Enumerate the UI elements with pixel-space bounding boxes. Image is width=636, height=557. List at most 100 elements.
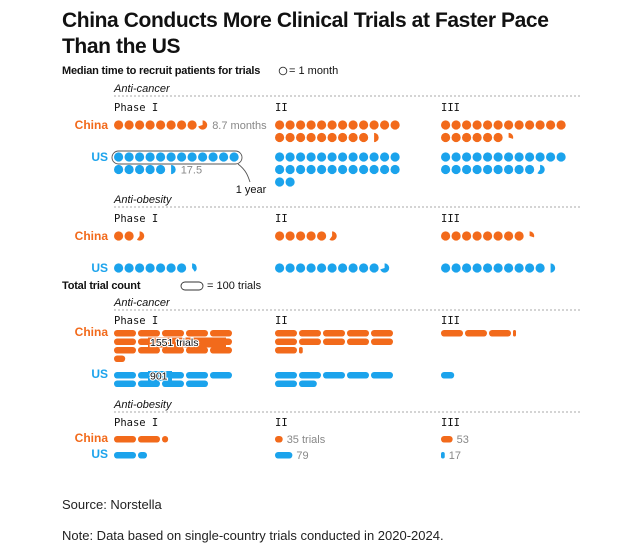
china-anti-cancer-iii-dot [535,120,545,130]
us-anti-obesity-ii-dot [338,263,348,273]
china-anti-cancer-iii-pill [441,330,463,337]
us-anti-cancer-ii-pill [299,372,321,379]
china-anti-obesity-iii-dot [441,231,451,241]
china-anti-obesity-iii-dot [504,231,514,241]
china-anti-cancer-iii-dot [483,120,493,130]
china-anti-obesity-iii-dot [451,231,461,241]
china-anti-cancer-ii-dot [327,132,337,143]
us-anti-cancer-phase-i-dot [229,152,239,162]
china-anti-cancer-phase-i-pill [138,330,160,337]
china-anti-cancer-phase-i-pill [162,330,184,337]
series-label-us: US [91,367,108,381]
us-anti-obesity-phase-i-dot [135,263,145,273]
us-anti-cancer-iii-dot [483,152,493,162]
section-title-recruitment: Median time to recruit patients for tria… [62,65,260,77]
us-anti-cancer-iii-pill [441,372,455,379]
us-anti-cancer-phase-i-pill [162,380,184,387]
phase-label-ii: II [275,417,288,429]
china-anti-cancer-phase-i-pill [186,330,208,337]
china-anti-obesity-iii-dot [529,231,535,238]
china-anti-cancer-ii-dot [338,132,348,143]
china-anti-cancer-ii-dot [359,132,369,143]
us-anti-cancer-iii-dot [514,152,524,162]
china-anti-cancer-ii-dot [369,120,379,130]
us-anti-cancer-ii-pill [275,372,297,379]
us-anti-cancer-iii-dot [451,164,461,175]
china-anti-obesity-iii-dot [514,231,524,241]
us-anti-cancer-phase-i-dot [198,152,208,162]
china-anti-cancer-ii-pill [371,330,393,337]
china-anti-cancer-ii-pill [275,330,297,337]
china-anti-cancer-iii-dot [472,120,482,130]
us-anti-obesity-phase-i-dot [156,263,166,273]
china-anti-cancer-ii-pill [347,338,369,345]
phase-label-iii: III [441,417,460,429]
series-label-china: China [75,325,109,339]
us-anti-cancer-phase-i-dot [219,152,229,162]
china-anti-cancer-ii-dot [348,132,358,143]
us-anti-obesity-ii-dot [306,263,316,273]
us-anti-cancer-iii-dot [472,152,482,162]
us-anti-cancer-ii-pill [323,372,345,379]
china-anti-cancer-iii-dot [508,132,514,139]
page-title: China Conducts More Clinical Trials at F… [62,9,549,58]
china-anti-cancer-phase-i-pill [162,347,184,354]
us-anti-cancer-iii-dot [514,164,524,175]
china-anti-obesity-ii-dot [275,231,285,241]
us-anti-cancer-ii-dot [275,177,285,187]
us-anti-cancer-ii-dot [317,152,327,162]
china-anti-cancer-ii-dot [348,120,358,130]
us-anti-cancer-phase-i-pill [210,372,232,379]
china-anti-cancer-ii-dot [285,120,295,130]
group-label-anti-cancer: Anti-cancer [113,83,171,95]
china-anti-cancer-iii-dot [451,120,461,130]
us-anti-obesity-ii-pill [275,452,293,459]
phase-label-phase-i: Phase I [114,102,158,114]
series-label-china: China [75,431,109,445]
us-anti-cancer-ii-dot [285,152,295,162]
china-anti-obesity-iii-pill [441,436,453,443]
us-anti-obesity-ii-dot [285,263,295,273]
us-anti-cancer-phase-i-pill [186,380,208,387]
us-anti-cancer-iii-dot [472,164,482,175]
annotation-china-months: 8.7 months [212,120,267,132]
us-anti-cancer-ii-dot [380,164,390,175]
data-label-us-anti-cancer: 901 [150,371,168,383]
us-anti-cancer-phase-i-dot [114,164,124,175]
china-anti-cancer-iii-pill [513,330,516,337]
us-anti-cancer-iii-dot [462,164,472,175]
china-anti-obesity-iii-dot [493,231,503,241]
us-anti-obesity-ii-dot [275,263,285,273]
us-anti-obesity-ii-dot [348,263,358,273]
one-year-connector [237,163,251,183]
us-anti-cancer-ii-dot [296,152,306,162]
us-anti-cancer-ii-dot [338,152,348,162]
us-anti-cancer-iii-dot [546,152,556,162]
group-label-anti-obesity: Anti-obesity [113,399,173,411]
us-anti-cancer-phase-i-pill [186,372,208,379]
us-anti-cancer-phase-i-pill [114,372,136,379]
us-anti-cancer-ii-dot [390,152,400,162]
china-anti-cancer-ii-pill [299,338,321,345]
china-anti-cancer-iii-dot [493,120,503,130]
china-anti-obesity-ii-dot [296,231,306,241]
china-anti-cancer-ii-dot [359,120,369,130]
series-label-china: China [75,229,109,243]
series-label-us: US [91,447,108,461]
series-label-china: China [75,118,109,132]
china-anti-cancer-ii-pill [299,330,321,337]
us-anti-cancer-ii-dot [359,164,369,175]
china-anti-cancer-iii-pill [465,330,487,337]
china-anti-cancer-iii-dot [451,132,461,143]
china-anti-cancer-phase-i-pill [186,347,208,354]
us-anti-cancer-ii-dot [380,152,390,162]
china-anti-cancer-ii-pill [371,338,393,345]
annotation-us-months: 17.5 [181,165,202,177]
phase-label-ii: II [275,213,288,225]
group-label-anti-obesity: Anti-obesity [113,194,173,206]
us-anti-obesity-ii-dot [359,263,369,273]
us-anti-obesity-iii-dot [493,263,503,273]
phase-label-iii: III [441,102,460,114]
us-anti-obesity-iii-dot [504,263,514,273]
us-anti-obesity-phase-i-dot [145,263,155,273]
